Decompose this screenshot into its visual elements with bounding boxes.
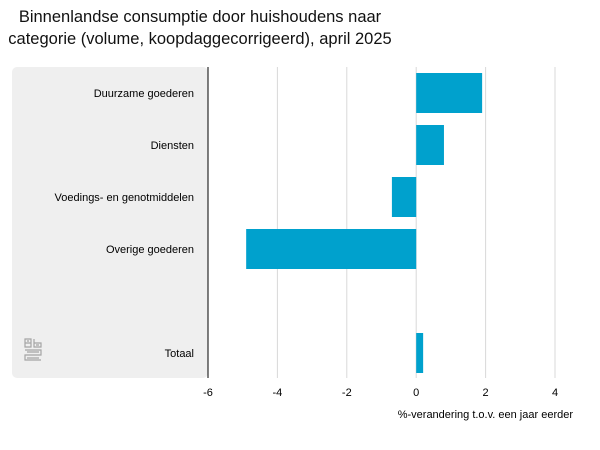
x-tick-label: 2	[483, 387, 489, 399]
bars	[246, 73, 483, 373]
category-label: Overige goederen	[106, 244, 194, 256]
bar	[391, 177, 417, 217]
category-label: Diensten	[151, 140, 194, 152]
bar	[416, 125, 444, 165]
category-label: Voedings- en genotmiddelen	[55, 192, 194, 204]
chart-title-line-1: Binnenlandse consumptie door huishoudens…	[18, 8, 382, 26]
x-tick-labels: -6 -4 -2 0 2 4	[203, 387, 558, 399]
x-tick-label: -4	[273, 387, 283, 399]
bar	[246, 229, 417, 269]
bar	[416, 73, 483, 113]
chart-title-line-2: categorie (volume, koopdaggecorrigeerd),…	[8, 30, 392, 48]
chart-title: Binnenlandse consumptie door huishoudens…	[0, 6, 400, 50]
x-axis-title: %-verandering t.o.v. een jaar eerder	[398, 409, 574, 421]
category-label-panel	[12, 67, 208, 378]
bar	[416, 333, 424, 373]
x-tick-label: -6	[203, 387, 213, 399]
category-label: Duurzame goederen	[94, 88, 194, 100]
x-tick-label: 0	[413, 387, 419, 399]
x-tick-label: 4	[552, 387, 558, 399]
x-tick-label: -2	[342, 387, 352, 399]
category-labels: Duurzame goederen Diensten Voedings- en ge…	[55, 88, 194, 360]
category-label: Totaal	[165, 348, 194, 360]
cbs-logo-icon	[24, 338, 42, 361]
gridlines	[276, 67, 556, 378]
